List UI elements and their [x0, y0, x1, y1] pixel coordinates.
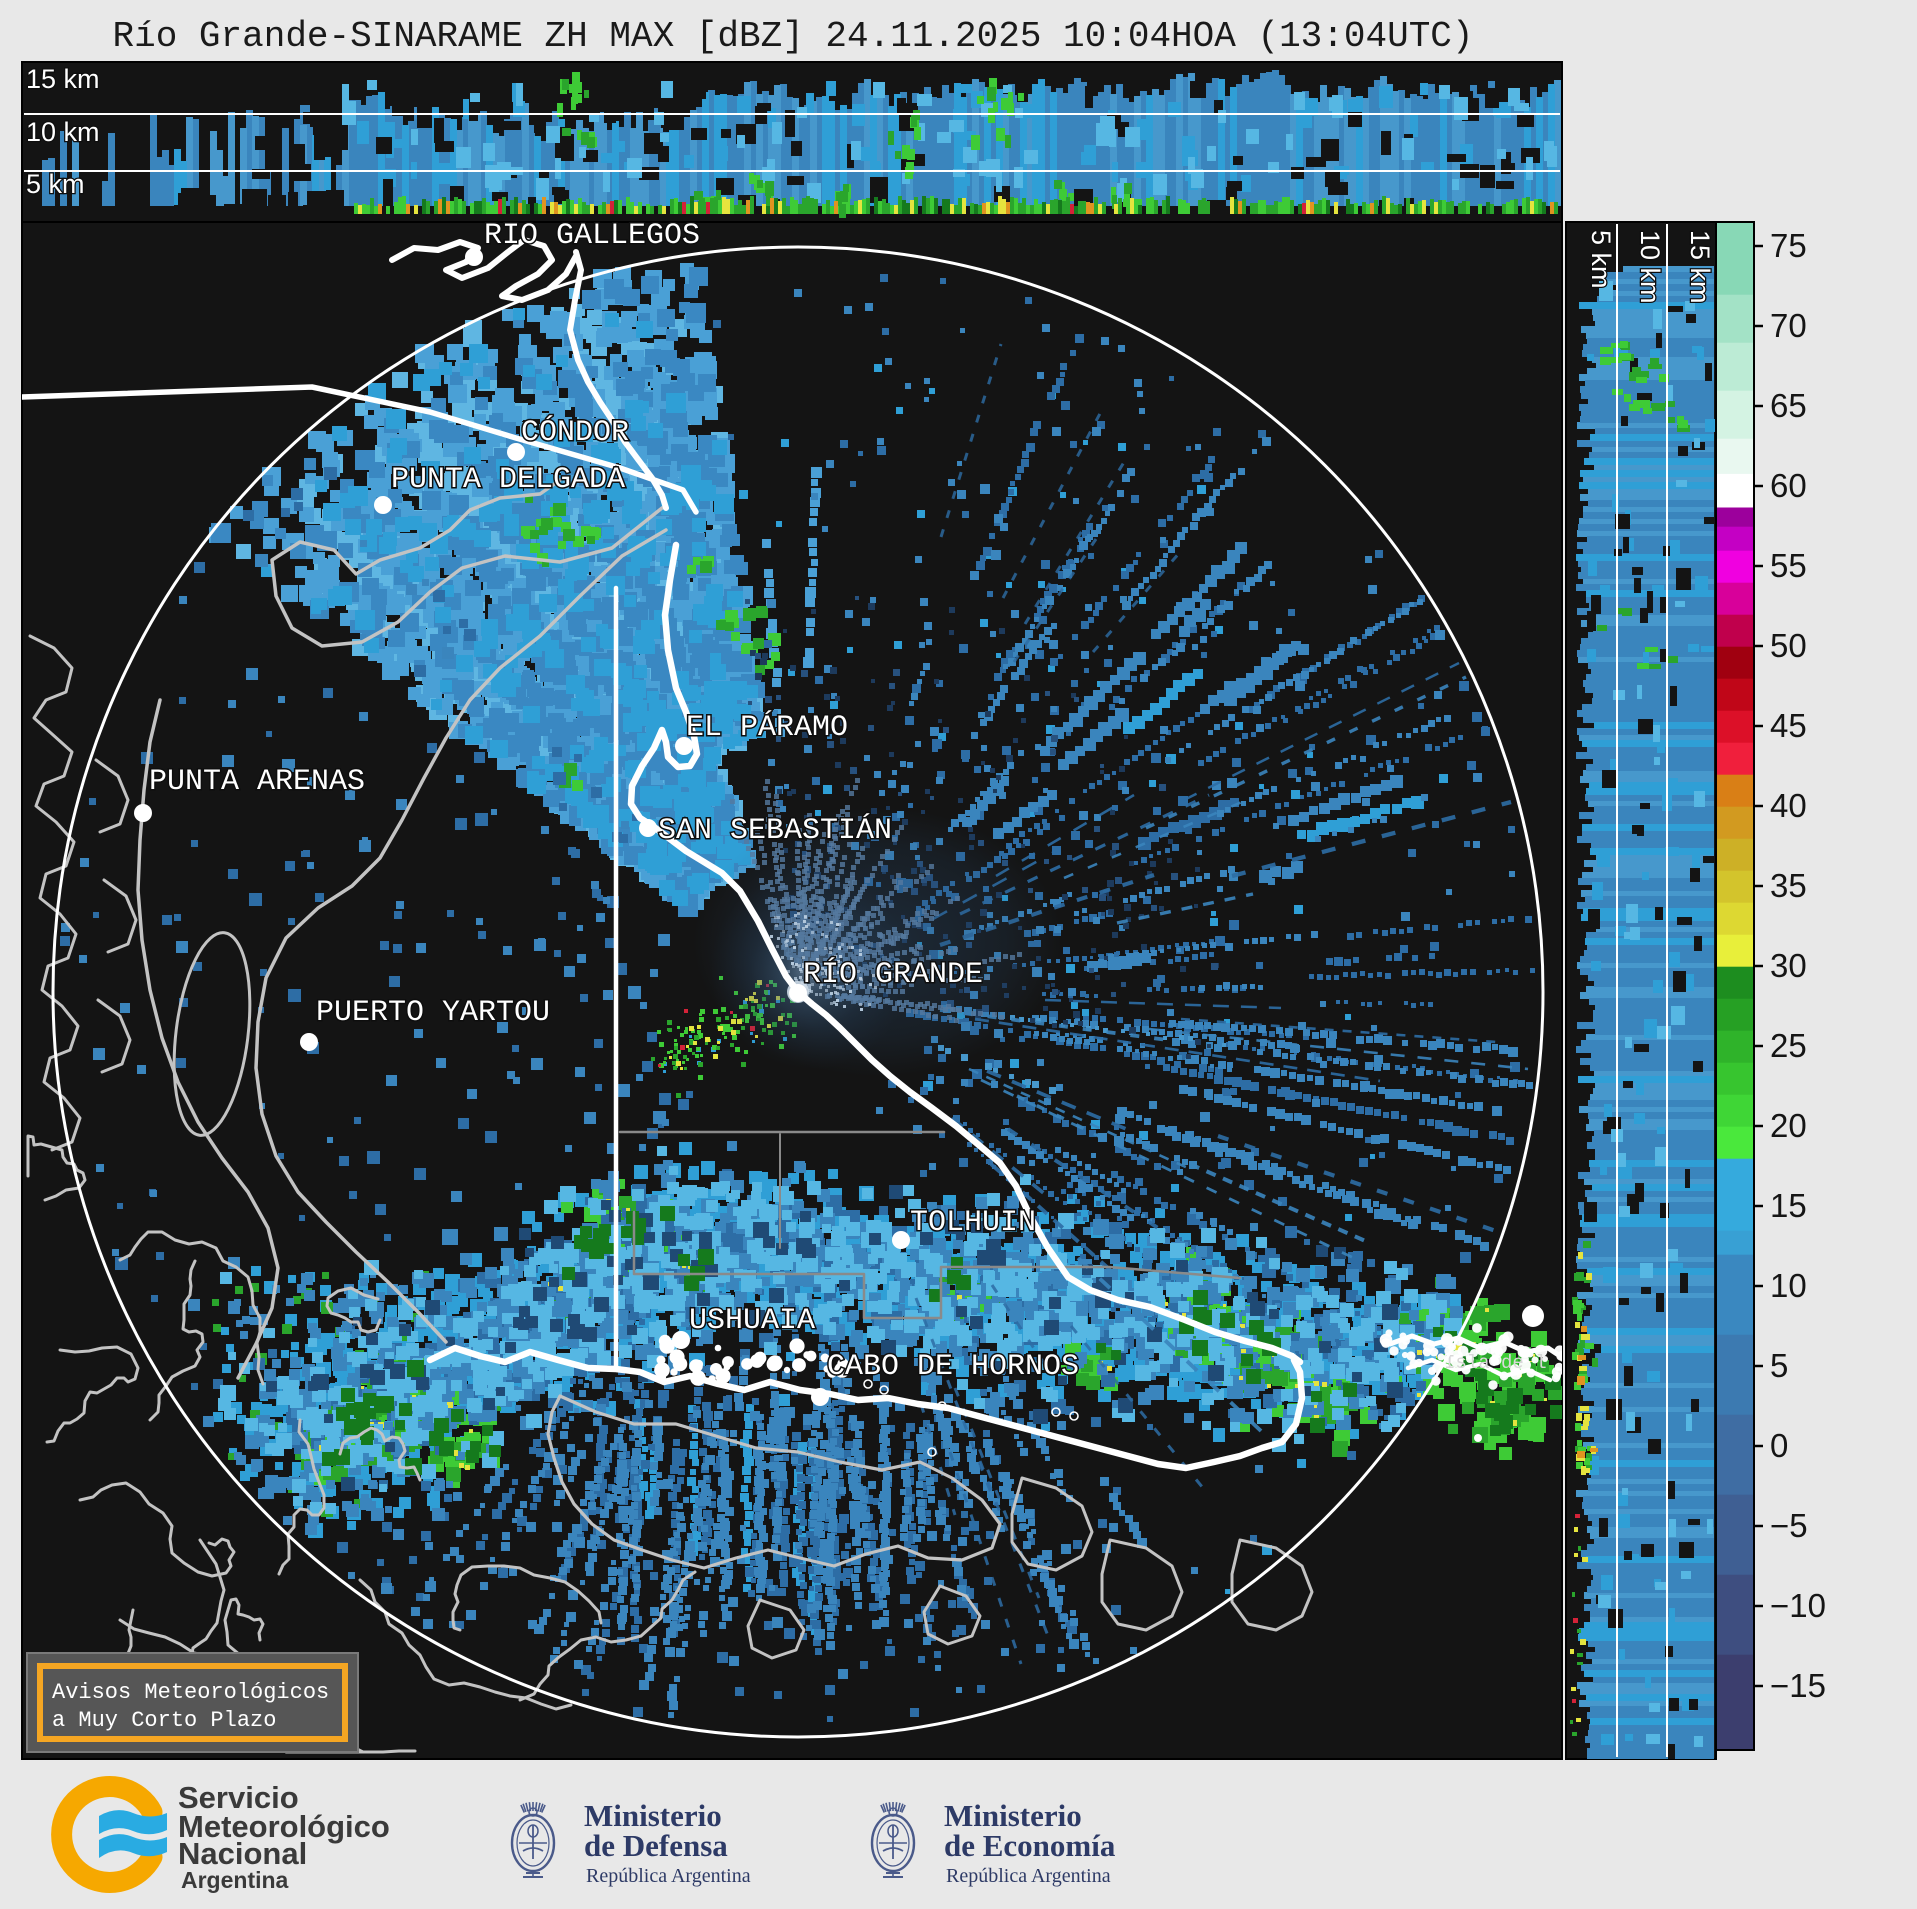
svg-text:de Defensa: de Defensa: [584, 1828, 728, 1863]
svg-text:15 km: 15 km: [1685, 230, 1715, 304]
svg-text:0: 0: [1770, 1427, 1788, 1464]
svg-text:Ministerio: Ministerio: [584, 1798, 722, 1833]
svg-text:5 km: 5 km: [1586, 230, 1616, 289]
svg-text:USHUAIA: USHUAIA: [689, 1304, 815, 1338]
svg-text:−5: −5: [1770, 1507, 1808, 1544]
svg-text:Argentina: Argentina: [181, 1867, 289, 1893]
svg-text:40: 40: [1770, 787, 1807, 824]
svg-text:CABO DE HORNOS: CABO DE HORNOS: [827, 1350, 1079, 1384]
svg-text:RÍO GRANDE: RÍO GRANDE: [803, 957, 983, 992]
svg-text:70: 70: [1770, 307, 1807, 344]
svg-text:República Argentina: República Argentina: [586, 1865, 751, 1887]
svg-text:a Muy Corto Plazo: a Muy Corto Plazo: [52, 1708, 276, 1733]
svg-text:50: 50: [1770, 627, 1807, 664]
svg-text:−10: −10: [1770, 1587, 1826, 1624]
svg-text:15 km: 15 km: [26, 64, 100, 94]
svg-text:República Argentina: República Argentina: [946, 1865, 1111, 1887]
svg-text:5: 5: [1770, 1347, 1788, 1384]
svg-text:45: 45: [1770, 707, 1807, 744]
svg-text:Servicio: Servicio: [178, 1780, 299, 1815]
svg-text:20: 20: [1770, 1107, 1807, 1144]
svg-text:Avisos Meteorológicos: Avisos Meteorológicos: [52, 1680, 329, 1705]
svg-text:35: 35: [1770, 867, 1807, 904]
svg-text:de Economía: de Economía: [944, 1828, 1116, 1863]
svg-text:PUNTA DELGADA: PUNTA DELGADA: [391, 463, 625, 497]
svg-text:10 km: 10 km: [26, 117, 100, 147]
svg-text:Ministerio: Ministerio: [944, 1798, 1082, 1833]
svg-text:Nacional: Nacional: [178, 1836, 307, 1871]
svg-text:SAN SEBASTIÁN: SAN SEBASTIÁN: [658, 813, 892, 848]
svg-text:TOLHUIN: TOLHUIN: [910, 1206, 1036, 1240]
svg-text:RIO GALLEGOS: RIO GALLEGOS: [484, 219, 700, 253]
svg-text:15: 15: [1770, 1187, 1807, 1224]
svg-text:EL PÁRAMO: EL PÁRAMO: [686, 710, 848, 745]
svg-text:60: 60: [1770, 467, 1807, 504]
svg-text:5 km: 5 km: [26, 169, 85, 199]
svg-text:Meteorológico: Meteorológico: [178, 1809, 390, 1844]
svg-text:25: 25: [1770, 1027, 1807, 1064]
svg-text:30: 30: [1770, 947, 1807, 984]
svg-text:−15: −15: [1770, 1667, 1826, 1704]
svg-text:10 km: 10 km: [1635, 230, 1665, 304]
svg-text:Isla de l: Isla de l: [1444, 1352, 1547, 1374]
svg-text:55: 55: [1770, 547, 1807, 584]
svg-text:75: 75: [1770, 227, 1807, 264]
svg-text:PUNTA ARENAS: PUNTA ARENAS: [149, 765, 365, 799]
svg-text:Río Grande-SINARAME ZH MAX [dB: Río Grande-SINARAME ZH MAX [dBZ] 24.11.2…: [112, 16, 1473, 57]
svg-text:PUERTO YARTOU: PUERTO YARTOU: [316, 996, 550, 1030]
svg-text:10: 10: [1770, 1267, 1807, 1304]
svg-text:CÓNDOR: CÓNDOR: [521, 415, 629, 450]
svg-text:65: 65: [1770, 387, 1807, 424]
